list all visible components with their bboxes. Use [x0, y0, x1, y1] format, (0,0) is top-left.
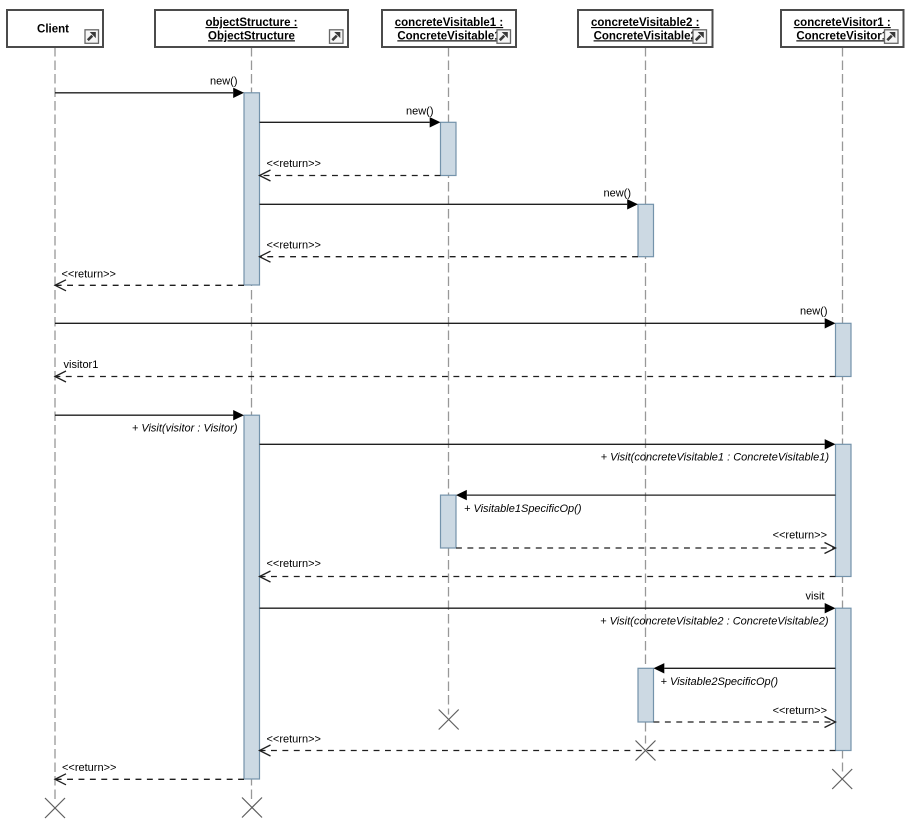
- svg-text:visit: visit: [806, 591, 825, 603]
- svg-text:ConcreteVisitable2: ConcreteVisitable2: [594, 30, 697, 42]
- svg-text:concreteVisitable2 :: concreteVisitable2 :: [591, 17, 699, 29]
- svg-text:<<return>>: <<return>>: [62, 268, 116, 280]
- svg-text:<<return>>: <<return>>: [267, 158, 321, 170]
- svg-text:ObjectStructure: ObjectStructure: [208, 30, 295, 42]
- svg-text:<<return>>: <<return>>: [267, 558, 321, 570]
- svg-text:new(): new(): [800, 306, 828, 318]
- svg-text:<<return>>: <<return>>: [267, 734, 321, 746]
- svg-text:concreteVisitor1 :: concreteVisitor1 :: [794, 17, 891, 29]
- svg-text:new(): new(): [210, 76, 238, 88]
- svg-text:ConcreteVisitor1: ConcreteVisitor1: [796, 30, 888, 42]
- svg-text:visitor1: visitor1: [64, 359, 99, 371]
- svg-text:+ Visitable1SpecificOp(): + Visitable1SpecificOp(): [464, 503, 582, 515]
- svg-text:<<return>>: <<return>>: [267, 240, 321, 252]
- svg-text:Client: Client: [37, 24, 69, 36]
- svg-text:concreteVisitable1 :: concreteVisitable1 :: [395, 17, 503, 29]
- svg-text:<<return>>: <<return>>: [773, 530, 827, 542]
- svg-text:new(): new(): [603, 187, 631, 199]
- svg-text:+ Visit(concreteVisitable1 : C: + Visit(concreteVisitable1 : ConcreteVis…: [601, 452, 830, 464]
- svg-text:+ Visit(concreteVisitable2 : C: + Visit(concreteVisitable2 : ConcreteVis…: [600, 616, 829, 628]
- svg-text:objectStructure :: objectStructure :: [205, 17, 297, 29]
- svg-text:+ Visitable2SpecificOp(): + Visitable2SpecificOp(): [661, 676, 779, 688]
- svg-text:<<return>>: <<return>>: [62, 762, 116, 774]
- svg-text:+ Visit(visitor : Visitor): + Visit(visitor : Visitor): [132, 422, 238, 434]
- svg-text:new(): new(): [406, 105, 434, 117]
- svg-text:ConcreteVisitable1: ConcreteVisitable1: [397, 30, 501, 42]
- svg-text:<<return>>: <<return>>: [773, 705, 827, 717]
